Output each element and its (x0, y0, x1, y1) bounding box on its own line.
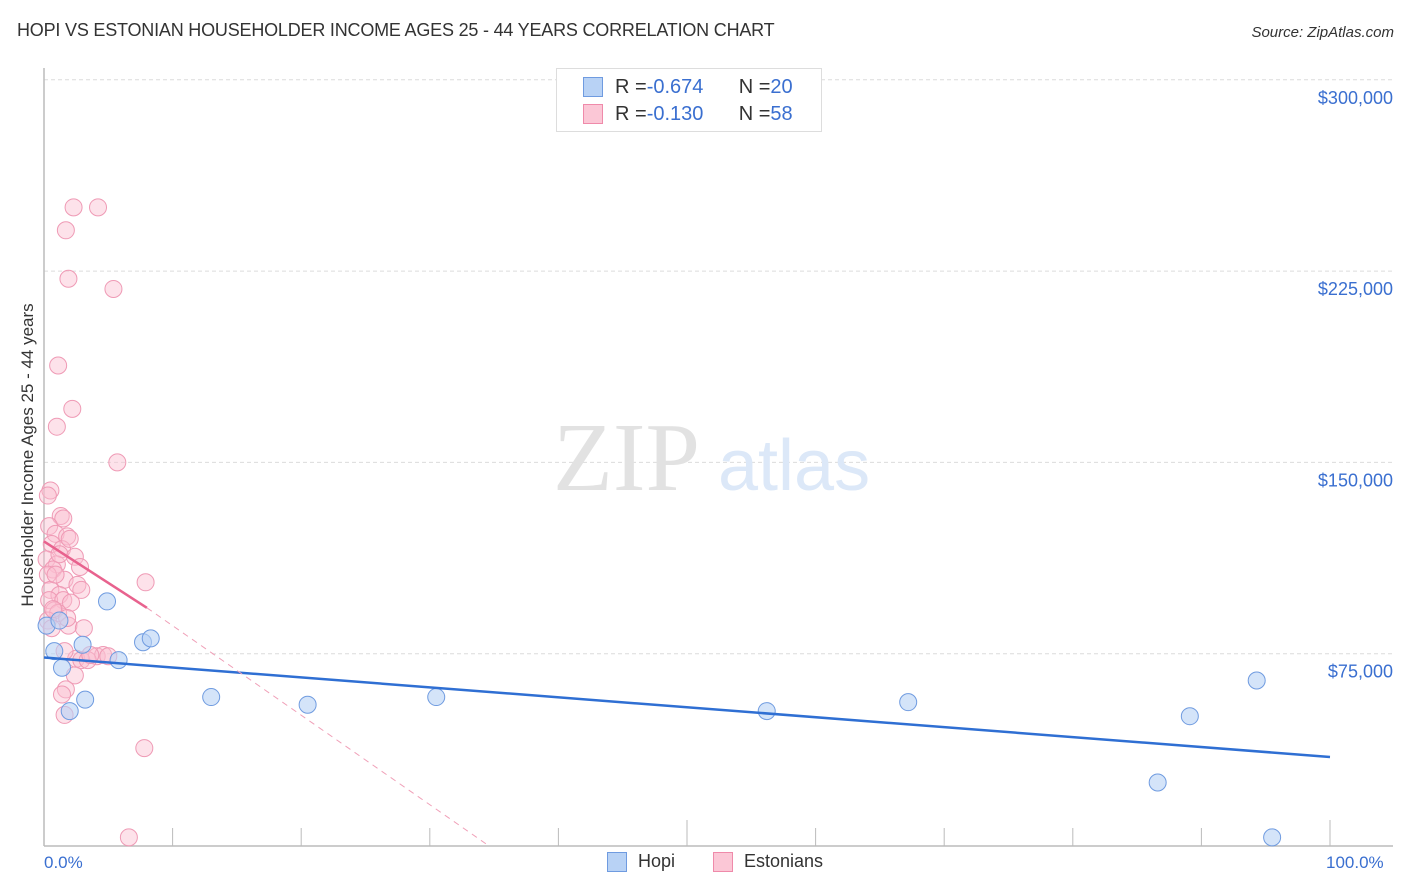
estonians-data-point (41, 481, 60, 500)
estonians-data-point (46, 524, 65, 543)
estonians-swatch-icon (583, 104, 603, 124)
hopi-data-point (73, 635, 92, 654)
estonians-swatch-icon (713, 851, 733, 872)
n-label: N = (738, 102, 771, 125)
estonians-data-point (135, 739, 154, 758)
hopi-data-point (98, 592, 117, 611)
estonians-data-point (53, 685, 72, 704)
estonians-data-point (46, 565, 65, 584)
estonians-data-point (72, 580, 91, 599)
hopi-data-point (50, 611, 69, 630)
hopi-data-point (899, 693, 918, 712)
source-credit: Source: ZipAtlas.com (1251, 24, 1394, 41)
estonians-data-point (136, 573, 155, 592)
estonians-data-point (56, 221, 75, 240)
legend-label: Hopi (638, 851, 676, 871)
estonians-data-point (47, 417, 66, 436)
estonians-data-point (38, 486, 57, 505)
hopi-data-point (53, 658, 72, 677)
estonians-data-point (40, 517, 59, 536)
x-max-label: 100.0% (1326, 853, 1384, 872)
estonians-data-point (60, 529, 79, 548)
hopi-swatch-icon (607, 851, 627, 872)
legend-item-estonians[interactable]: Estonians (713, 851, 823, 872)
hopi-trendline (43, 656, 1331, 759)
hopi-data-point (45, 642, 64, 661)
y-tick-label: $300,000 (1318, 88, 1393, 108)
estonians-data-point (104, 279, 123, 298)
legend-row-hopi: R = -0.674 N = 20 (583, 75, 793, 99)
x-min-label: 0.0% (44, 853, 83, 872)
hopi-data-point (757, 702, 776, 721)
estonians-data-point (63, 399, 82, 418)
hopi-data-point (76, 690, 95, 709)
estonians-data-point (51, 506, 70, 525)
estonians-trendline-extension (146, 607, 488, 846)
n-value: 58 (770, 102, 793, 125)
series-legend: Hopi Estonians (0, 851, 1406, 877)
estonians-data-point (40, 591, 59, 610)
chart-title: HOPI VS ESTONIAN HOUSEHOLDER INCOME AGES… (17, 20, 775, 40)
hopi-data-point (109, 651, 128, 670)
n-label: N = (738, 75, 771, 98)
legend-label: Estonians (744, 851, 824, 871)
estonians-data-point (38, 565, 57, 584)
r-value: -0.674 (646, 75, 704, 98)
legend-item-hopi[interactable]: Hopi (607, 851, 675, 872)
estonians-data-point (108, 453, 127, 472)
hopi-data-point (1180, 707, 1199, 726)
watermark-atlas: atlas (718, 426, 870, 506)
y-tick-label: $75,000 (1328, 662, 1393, 682)
hopi-data-point (60, 702, 79, 721)
n-value: 20 (770, 75, 793, 98)
estonians-data-point (59, 269, 78, 288)
y-tick-label: $225,000 (1318, 279, 1393, 299)
estonians-data-point (49, 356, 68, 375)
estonians-data-point (54, 509, 73, 528)
estonians-data-point (89, 198, 108, 217)
correlation-legend: R = -0.674 N = 20 R = -0.130 N = 58 (556, 68, 822, 132)
r-label: R = (615, 75, 647, 98)
estonians-data-point (64, 198, 83, 217)
legend-row-estonians: R = -0.130 N = 58 (583, 102, 793, 126)
watermark-zip: ZIP (553, 404, 700, 512)
estonians-trendline (43, 540, 148, 609)
hopi-swatch-icon (583, 77, 603, 97)
hopi-data-point (427, 688, 446, 707)
hopi-data-point (1247, 671, 1266, 690)
r-value: -0.130 (646, 102, 704, 125)
estonians-data-point (62, 593, 81, 612)
hopi-data-point (1263, 828, 1282, 847)
hopi-data-point (1148, 773, 1167, 792)
hopi-data-point (141, 629, 160, 648)
y-tick-label: $150,000 (1318, 470, 1393, 490)
r-label: R = (615, 102, 647, 125)
hopi-data-point (298, 695, 317, 714)
estonians-data-point (74, 619, 93, 638)
estonians-data-point (119, 828, 138, 847)
hopi-data-point (202, 688, 221, 707)
estonians-data-point (44, 560, 63, 579)
